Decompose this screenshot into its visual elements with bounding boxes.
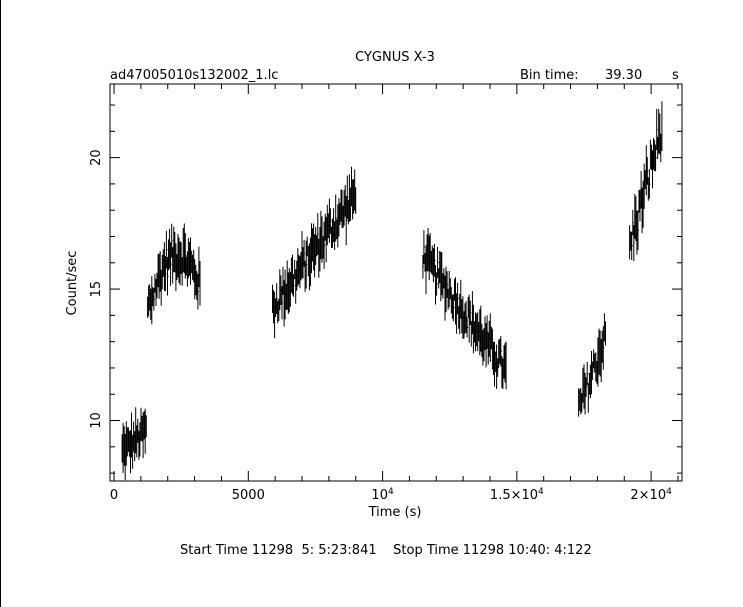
window-left-border bbox=[0, 0, 1, 607]
y-tick-label: 15 bbox=[89, 281, 104, 298]
x-axis-ticks bbox=[113, 84, 679, 481]
light-curve-segment-2 bbox=[147, 223, 201, 325]
bin-time-label: Bin time: bbox=[520, 68, 579, 83]
y-axis-ticks bbox=[110, 104, 682, 474]
light-curve-series bbox=[121, 101, 663, 481]
light-curve-segment-5 bbox=[578, 313, 606, 417]
x-tick-label: 1.5×104 bbox=[490, 487, 544, 503]
x-tick-label: 0 bbox=[110, 488, 118, 503]
y-tick-label: 10 bbox=[89, 412, 104, 429]
bin-time-value: 39.30 bbox=[605, 68, 642, 83]
light-curve-segment-1 bbox=[121, 407, 147, 481]
y-tick-label: 20 bbox=[89, 149, 104, 166]
chart-title: CYGNUS X-3 bbox=[355, 50, 435, 65]
y-axis-tick-labels: 10 15 20 bbox=[89, 149, 104, 428]
x-tick-label: 5000 bbox=[232, 488, 265, 503]
file-label: ad47005010s132002_1.lc bbox=[110, 68, 278, 83]
light-curve-segment-6 bbox=[629, 101, 663, 262]
light-curve-segment-3 bbox=[272, 166, 357, 339]
x-tick-label: 2×104 bbox=[630, 487, 672, 503]
x-axis-tick-labels: 0 5000 104 1.5×104 2×104 bbox=[110, 487, 672, 503]
y-axis-label: Count/sec bbox=[65, 251, 80, 316]
bin-time-unit: s bbox=[672, 68, 679, 83]
light-curve-segment-4 bbox=[422, 228, 507, 390]
x-tick-label: 104 bbox=[371, 487, 394, 503]
plot-frame bbox=[109, 83, 683, 482]
footer-times: Start Time 11298 5: 5:23:841 Stop Time 1… bbox=[180, 543, 592, 558]
x-axis-label: Time (s) bbox=[368, 505, 422, 520]
